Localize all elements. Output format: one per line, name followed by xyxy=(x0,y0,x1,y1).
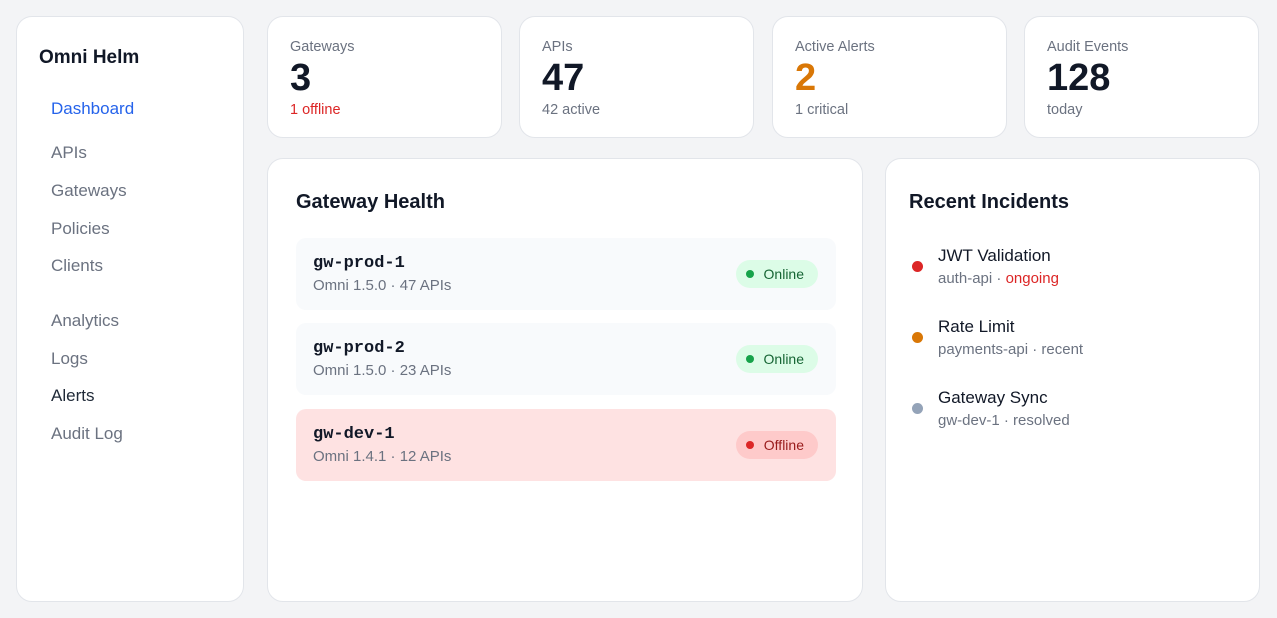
stat-label: Gateways xyxy=(290,39,355,55)
incident-separator: · xyxy=(1028,341,1042,358)
incident-meta: auth-api · ongoing xyxy=(938,270,1059,287)
incident-meta: gw-dev-1 · resolved xyxy=(938,412,1070,429)
incident-separator: · xyxy=(999,412,1014,429)
incident-title: JWT Validation xyxy=(938,246,1051,265)
stat-card-gateways: Gateways 3 1 offline xyxy=(267,16,502,138)
stat-label: Audit Events xyxy=(1047,39,1129,55)
incident-state: recent xyxy=(1041,341,1084,358)
incident-separator: · xyxy=(992,270,1006,287)
status-badge: Offline xyxy=(735,431,818,459)
status-label: Online xyxy=(763,266,804,282)
gateway-health-title: Gateway Health xyxy=(296,191,445,213)
gateway-meta: Omni 1.5.0 · 47 APIs xyxy=(313,277,452,294)
severity-dot-icon xyxy=(912,261,923,272)
status-badge: Online xyxy=(735,345,818,373)
incident-meta: payments-api · recent xyxy=(938,341,1083,358)
gateway-name: gw-prod-1 xyxy=(313,254,405,273)
stat-card-active-alerts: Active Alerts 2 1 critical xyxy=(772,16,1007,138)
stat-value: 2 xyxy=(795,57,817,99)
status-badge: Online xyxy=(735,260,818,288)
gateway-meta: Omni 1.5.0 · 23 APIs xyxy=(313,362,452,379)
stat-label: Active Alerts xyxy=(795,39,875,55)
incident-item[interactable]: JWT Validation auth-api · ongoing xyxy=(909,246,1239,296)
stat-label: APIs xyxy=(542,39,573,55)
incident-source: payments-api xyxy=(938,341,1029,358)
incident-source: auth-api xyxy=(938,270,993,287)
gateway-meta: Omni 1.4.1 · 12 APIs xyxy=(313,448,452,465)
recent-incidents-panel: Recent Incidents JWT Validation auth-api… xyxy=(885,158,1260,602)
incident-source: gw-dev-1 xyxy=(938,412,1000,429)
stat-card-apis: APIs 47 42 active xyxy=(519,16,754,138)
status-label: Offline xyxy=(763,437,804,453)
severity-dot-icon xyxy=(912,332,923,343)
stat-sub: 1 critical xyxy=(795,102,849,118)
incident-title: Gateway Sync xyxy=(938,388,1048,407)
nav-item-dashboard[interactable]: Dashboard xyxy=(51,99,135,118)
stat-card-audit-events: Audit Events 128 today xyxy=(1024,16,1259,138)
severity-dot-icon xyxy=(912,403,923,414)
nav-item-policies[interactable]: Policies xyxy=(51,219,110,238)
status-dot-icon xyxy=(745,270,754,278)
gateway-row[interactable]: gw-prod-1 Omni 1.5.0 · 47 APIs Online xyxy=(296,238,836,310)
stat-value: 3 xyxy=(290,57,312,99)
status-label: Online xyxy=(763,351,804,367)
gateway-name: gw-prod-2 xyxy=(313,339,405,358)
nav-item-gateways[interactable]: Gateways xyxy=(51,181,127,200)
nav-item-clients[interactable]: Clients xyxy=(51,256,103,275)
gateway-row[interactable]: gw-prod-2 Omni 1.5.0 · 23 APIs Online xyxy=(296,323,836,395)
status-dot-icon xyxy=(745,355,754,363)
nav-item-logs[interactable]: Logs xyxy=(51,349,88,368)
nav-item-analytics[interactable]: Analytics xyxy=(51,311,120,330)
stat-sub: 1 offline xyxy=(290,102,341,118)
gateway-name: gw-dev-1 xyxy=(313,425,395,444)
incident-title: Rate Limit xyxy=(938,317,1015,336)
stat-value: 47 xyxy=(542,57,585,99)
nav-item-apis[interactable]: APIs xyxy=(51,143,87,162)
nav-item-alerts[interactable]: Alerts xyxy=(51,386,95,405)
nav-item-audit-log[interactable]: Audit Log xyxy=(51,424,123,443)
stat-value: 128 xyxy=(1047,57,1111,99)
stat-sub: 42 active xyxy=(542,102,601,118)
app-title: Omni Helm xyxy=(39,47,140,68)
stat-sub: today xyxy=(1047,102,1083,118)
incident-state: resolved xyxy=(1013,412,1070,429)
gateway-row[interactable]: gw-dev-1 Omni 1.4.1 · 12 APIs Offline xyxy=(296,409,836,481)
incident-state: ongoing xyxy=(1005,270,1059,287)
recent-incidents-title: Recent Incidents xyxy=(909,191,1070,213)
status-dot-icon xyxy=(745,441,754,449)
sidebar: Omni Helm Dashboard APIs Gateways Polici… xyxy=(16,16,244,602)
gateway-health-panel: Gateway Health gw-prod-1 Omni 1.5.0 · 47… xyxy=(267,158,863,602)
incident-item[interactable]: Rate Limit payments-api · recent xyxy=(909,317,1239,367)
incident-item[interactable]: Gateway Sync gw-dev-1 · resolved xyxy=(909,388,1239,438)
